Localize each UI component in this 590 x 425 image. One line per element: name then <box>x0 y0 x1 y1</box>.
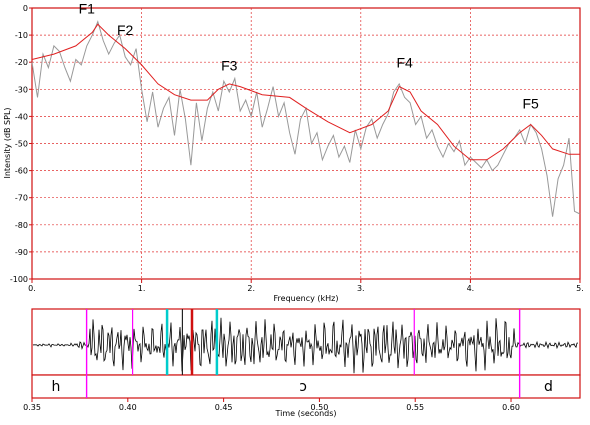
spectrum-y-tick-label: -50 <box>15 140 28 149</box>
spectrum-y-tick-label: -10 <box>15 31 28 40</box>
spectrum-y-tick-label: -30 <box>15 85 28 94</box>
spectrum-y-tick-label: -90 <box>15 248 28 257</box>
spectrum-y-tick-label: -70 <box>15 194 28 203</box>
spectrum-y-tick-label: -80 <box>15 221 28 230</box>
spectrum-y-axis-title: Intensity (dB SPL) <box>3 107 12 178</box>
spectrum-y-tick-label: 0 <box>23 4 28 13</box>
spectrum-x-tick-label: 1. <box>138 284 146 293</box>
spectrum-grid <box>32 8 580 279</box>
time-tick-label: 0.50 <box>311 403 329 412</box>
formant-label-f5: F5 <box>523 95 540 111</box>
waveform-markers <box>131 309 415 375</box>
spectrum-envelope-line <box>31 23 580 161</box>
formant-label-f3: F3 <box>221 57 238 73</box>
segment-label: h <box>52 379 61 395</box>
spectrum-y-ticks: 0 -10 -20 -30 -40 -50 -60 -70 -80 -90 -100 <box>10 4 32 284</box>
spectrum-x-tick-label: 0. <box>28 284 36 293</box>
formant-label-f2: F2 <box>117 22 134 38</box>
spectrum-x-tick-label: 5. <box>576 284 584 293</box>
time-tick-label: 0.35 <box>23 403 41 412</box>
spectrum-y-tick-label: -20 <box>15 58 28 67</box>
waveform-line <box>32 317 579 374</box>
spectrum-y-tick-label: -60 <box>15 167 28 176</box>
spectrum-x-tick-label: 4. <box>467 284 475 293</box>
formant-labels: F1 F2 F3 F4 F5 <box>79 0 539 111</box>
time-tick-label: 0.60 <box>502 403 520 412</box>
spectrum-y-tick-label: -40 <box>15 112 28 121</box>
spectrum-x-tick-label: 2. <box>247 284 255 293</box>
formant-label-f4: F4 <box>396 55 413 71</box>
formant-label-f1: F1 <box>79 0 96 16</box>
time-tick-label: 0.40 <box>119 403 137 412</box>
segment-label: ɔ <box>299 379 307 395</box>
spectrum-x-tick-label: 3. <box>357 284 365 293</box>
time-axis-ticks: 0.35 0.40 0.45 0.50 0.55 0.60 <box>23 398 520 412</box>
segment-label: d <box>544 379 553 395</box>
time-axis-title: Time (seconds) <box>274 409 336 418</box>
segment-boundaries <box>85 309 521 398</box>
waveform-panel: h ɔ d 0.35 0.40 0.45 0.50 0.55 0.60 Time (secon… <box>23 308 581 418</box>
segment-tier-box <box>31 374 581 399</box>
time-tick-label: 0.45 <box>215 403 233 412</box>
spectrum-x-axis-title: Frequency (kHz) <box>274 294 339 303</box>
time-tick-label: 0.55 <box>406 403 424 412</box>
spectrum-panel: 0 -10 -20 -30 -40 -50 -60 -70 -80 -90 -100 0. 1. 2. 3… <box>3 0 584 303</box>
spectrum-x-ticks: 0. 1. 2. 3. 4. 5. <box>28 279 584 293</box>
spectrum-y-tick-label: -100 <box>10 275 28 284</box>
